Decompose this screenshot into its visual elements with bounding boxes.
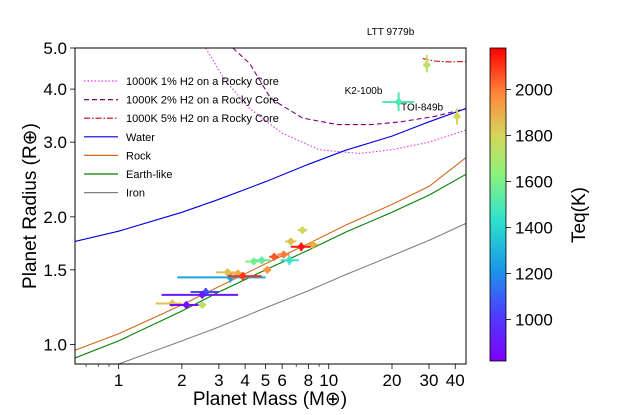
diamond-marker bbox=[168, 299, 177, 308]
x-tick-label: 8 bbox=[304, 371, 313, 390]
legend-label: 1000K 1% H2 on a Rocky Core bbox=[126, 76, 279, 88]
y-axis-label: Planet Radius (R⊕) bbox=[20, 123, 41, 289]
diamond-marker bbox=[249, 257, 259, 266]
colorbar-tick-label: 1000 bbox=[515, 311, 553, 330]
data-point-19 bbox=[382, 92, 415, 112]
legend-entry-1: 1000K 2% H2 on a Rocky Core bbox=[84, 95, 279, 107]
diamond-marker bbox=[238, 271, 248, 281]
x-axis-label: Planet Mass (M⊕) bbox=[193, 389, 347, 410]
curve-4 bbox=[75, 157, 466, 351]
plot-frame bbox=[74, 47, 467, 365]
colorbar-tick-label: 1800 bbox=[515, 126, 553, 145]
diamond-marker bbox=[198, 300, 207, 310]
data-point-21 bbox=[452, 108, 462, 125]
legend-entry-0: 1000K 1% H2 on a Rocky Core bbox=[84, 76, 279, 88]
legend-entry-2: 1000K 5% H2 on a Rocky Core bbox=[84, 113, 279, 125]
legend-entry-4: Rock bbox=[84, 150, 152, 162]
data-point-5 bbox=[177, 272, 266, 283]
data-point-2 bbox=[198, 300, 207, 310]
diamond-marker bbox=[263, 265, 272, 275]
colorbar-ticks: 1000 1200 1400 1600 1800 2000 bbox=[506, 80, 553, 330]
x-tick-label: 2 bbox=[177, 371, 186, 390]
curve-1 bbox=[232, 48, 466, 126]
diamond-marker bbox=[297, 242, 306, 252]
diamond-marker bbox=[298, 226, 307, 235]
y-tick-label: 5.0 bbox=[43, 39, 67, 58]
legend-entry-5: Earth-like bbox=[84, 169, 172, 181]
data-point-10 bbox=[251, 256, 271, 265]
curve-6 bbox=[115, 222, 466, 364]
y-axis-ticks: 1.0 1.5 2.0 3.0 4.0 5.0 bbox=[43, 39, 75, 355]
legend-entry-6: Iron bbox=[84, 188, 145, 200]
planet-annotations: K2-100b LTT 9779b TOI-849b bbox=[345, 27, 444, 113]
colorbar-tick-label: 2000 bbox=[515, 80, 553, 99]
y-tick-label: 2.0 bbox=[43, 208, 67, 227]
x-tick-label: 5 bbox=[261, 371, 270, 390]
data-points bbox=[155, 55, 462, 310]
data-point-17 bbox=[297, 226, 308, 235]
curve-5 bbox=[75, 173, 466, 359]
diamond-marker bbox=[452, 112, 462, 121]
data-point-20 bbox=[422, 55, 432, 73]
legend-label: Earth-like bbox=[126, 169, 172, 181]
curve-3 bbox=[75, 107, 466, 243]
legend-label: Rock bbox=[126, 150, 152, 162]
colorbar-tick-label: 1400 bbox=[515, 219, 553, 238]
curve-2 bbox=[422, 58, 466, 63]
diamond-marker bbox=[182, 300, 191, 310]
y-tick-label: 1.0 bbox=[43, 336, 67, 355]
data-point-8 bbox=[227, 271, 262, 281]
x-tick-label: 20 bbox=[383, 371, 402, 390]
diamond-marker bbox=[308, 240, 318, 249]
diamond-marker bbox=[223, 268, 232, 277]
data-point-11 bbox=[263, 265, 272, 275]
x-tick-label: 10 bbox=[319, 371, 338, 390]
colorbar-tick-label: 1200 bbox=[515, 265, 553, 284]
data-point-14 bbox=[280, 255, 299, 266]
data-point-13 bbox=[277, 250, 290, 259]
legend-entry-3: Water bbox=[84, 132, 155, 144]
legend-label: 1000K 5% H2 on a Rocky Core bbox=[126, 113, 279, 125]
data-point-4 bbox=[161, 290, 239, 300]
diamond-marker bbox=[257, 256, 266, 265]
x-tick-label: 40 bbox=[446, 371, 465, 390]
diamond-marker bbox=[269, 252, 279, 262]
diamond-marker bbox=[422, 60, 432, 70]
diamond-marker bbox=[198, 290, 207, 300]
data-point-1 bbox=[169, 300, 199, 310]
legend-label: 1000K 2% H2 on a Rocky Core bbox=[126, 95, 279, 107]
y-tick-label: 3.0 bbox=[43, 133, 67, 152]
y-tick-label: 1.5 bbox=[43, 261, 67, 280]
planet-label-toi-849b: TOI-849b bbox=[401, 102, 443, 113]
data-point-18 bbox=[307, 240, 319, 249]
colorbar: 1000 1200 1400 1600 1800 2000 Teq(K) bbox=[489, 47, 590, 362]
diamond-marker bbox=[279, 250, 288, 259]
x-axis-ticks: 1 2 3 4 5 6 8 10 20 30 40 bbox=[85, 364, 465, 390]
data-point-16 bbox=[290, 242, 311, 252]
data-point-15 bbox=[285, 237, 297, 246]
diamond-marker bbox=[286, 237, 296, 246]
colorbar-gradient bbox=[489, 47, 507, 362]
planet-label-k2-100b: K2-100b bbox=[345, 86, 383, 97]
colorbar-label: Teq(K) bbox=[569, 187, 590, 243]
diamond-marker bbox=[394, 97, 403, 107]
colorbar-tick-label: 1600 bbox=[515, 172, 553, 191]
x-tick-label: 1 bbox=[114, 371, 123, 390]
legend-label: Iron bbox=[126, 188, 145, 200]
x-tick-label: 4 bbox=[240, 371, 249, 390]
legend: 1000K 1% H2 on a Rocky Core 1000K 2% H2 o… bbox=[84, 76, 279, 200]
x-tick-label: 6 bbox=[277, 371, 286, 390]
y-tick-label: 4.0 bbox=[43, 80, 67, 99]
x-tick-label: 3 bbox=[214, 371, 223, 390]
planet-label-ltt-9779b: LTT 9779b bbox=[367, 27, 415, 38]
legend-label: Water bbox=[126, 132, 155, 144]
x-tick-label: 30 bbox=[420, 371, 439, 390]
data-point-12 bbox=[269, 252, 280, 262]
curve-0 bbox=[205, 48, 466, 155]
diamond-marker bbox=[285, 256, 294, 265]
